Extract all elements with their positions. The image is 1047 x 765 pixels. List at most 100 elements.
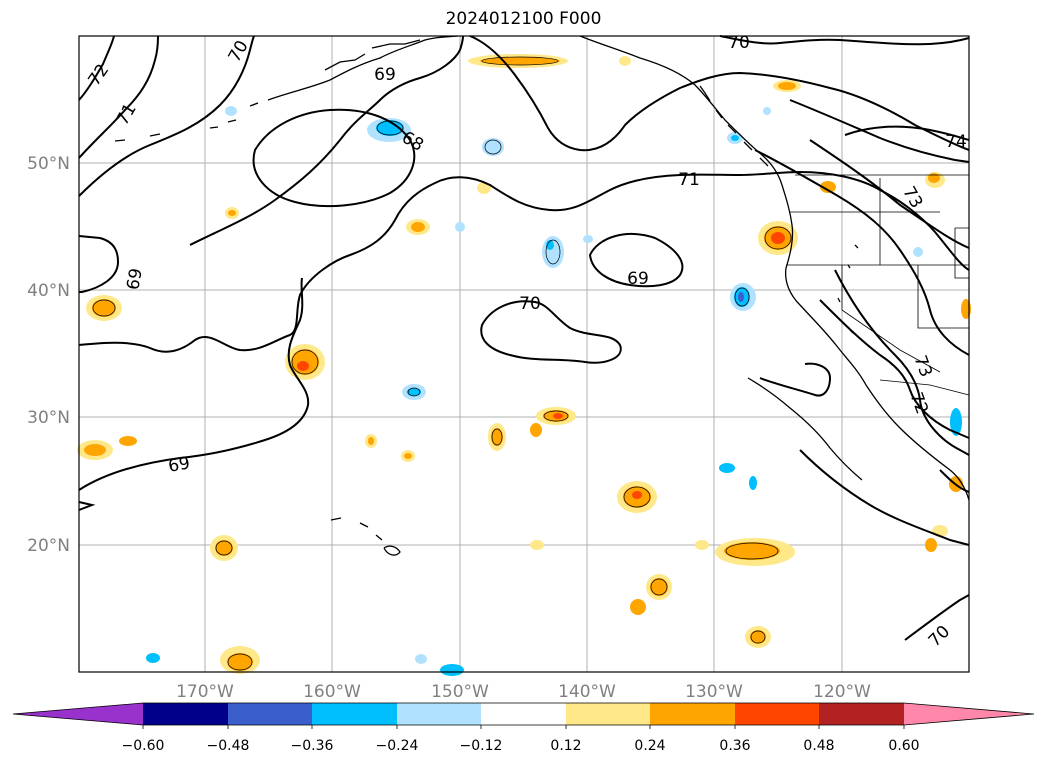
warm-patch-core xyxy=(404,453,412,459)
lon-label-150w: 150°W xyxy=(431,682,489,702)
cool-patch-peak xyxy=(738,292,744,302)
warm-patch-core xyxy=(530,423,542,437)
us-mexico-border xyxy=(879,379,970,396)
warm-patch-core xyxy=(92,299,116,317)
contour-70-se xyxy=(904,594,970,641)
warm-patch-core xyxy=(630,599,646,615)
contour-73-north xyxy=(789,99,970,163)
warm-patch-peak xyxy=(553,413,563,419)
lon-label-140w: 140°W xyxy=(558,682,616,702)
state-border-east xyxy=(954,227,969,279)
cool-patch xyxy=(913,247,923,257)
warm-patch-core xyxy=(820,181,836,193)
cool-patch-core xyxy=(749,476,757,490)
colorbar-tick-label: 0.12 xyxy=(550,738,581,754)
coastal-islands xyxy=(837,244,859,334)
coastlines xyxy=(114,35,970,556)
contour-70-ellipse xyxy=(480,300,622,364)
cool-patch-core xyxy=(440,664,464,676)
cool-patch xyxy=(415,654,427,664)
map-frame-bg xyxy=(79,36,969,672)
cool-patch xyxy=(542,236,564,268)
colorbar-segment xyxy=(312,703,397,725)
contour-70-central xyxy=(78,170,970,353)
contour-label: 70 xyxy=(519,294,541,314)
lon-label-120w: 120°W xyxy=(813,682,871,702)
contour-label: 69 xyxy=(123,267,146,292)
cool-patch xyxy=(583,235,593,243)
colorbar-tick-label: −0.36 xyxy=(291,738,334,754)
warm-patch-core xyxy=(724,542,780,560)
contour-73-south xyxy=(819,299,970,439)
colorbar-tick-label: −0.60 xyxy=(122,738,165,754)
lon-label-130w: 130°W xyxy=(685,682,743,702)
contour-label: 71 xyxy=(678,170,700,190)
warm-patch-core xyxy=(228,210,236,216)
contour-72 xyxy=(78,35,115,101)
colorbar-tick-label: −0.12 xyxy=(460,738,503,754)
colorbar-segment xyxy=(397,703,481,725)
warm-patch-core xyxy=(750,630,766,644)
cool-patch-core xyxy=(731,135,739,141)
colorbar-tick-label: 0.24 xyxy=(634,738,665,754)
colorbar-tick-label: 0.60 xyxy=(888,738,919,754)
warm-patch xyxy=(695,540,709,550)
warm-patch-core xyxy=(491,428,503,446)
cool-patch xyxy=(455,222,465,232)
warm-patch-core xyxy=(368,437,374,445)
political-borders xyxy=(786,174,970,396)
warm-patch-core xyxy=(925,538,937,552)
colorbar-extend-left xyxy=(13,703,143,725)
warm-patch-core xyxy=(650,578,668,596)
colorbar-segment xyxy=(650,703,735,725)
colorbar-segment xyxy=(481,703,566,725)
alaska-peninsula xyxy=(324,39,421,71)
contour-label: 70 xyxy=(728,33,750,53)
contour-70-north xyxy=(719,35,970,46)
colorbar-segment xyxy=(819,703,904,725)
warm-patch-core xyxy=(778,82,796,90)
warm-patch-core xyxy=(480,57,560,65)
latitude-labels: 50°N 40°N 30°N 20°N xyxy=(27,154,70,556)
contour-71-south xyxy=(799,449,970,546)
state-border-nv-ut xyxy=(917,265,969,329)
warm-patch-peak xyxy=(632,491,642,499)
contour-71-west xyxy=(78,35,159,159)
lon-label-170w: 170°W xyxy=(176,682,234,702)
contour-label: 74 xyxy=(945,132,967,152)
hawaiian-islands xyxy=(330,517,401,556)
cool-patch-core xyxy=(950,408,962,436)
lat-label-30n: 30°N xyxy=(27,408,70,428)
warm-patch-peak xyxy=(771,232,785,244)
longitude-labels: 170°W 160°W 150°W 140°W 130°W 120°W xyxy=(176,682,871,702)
warm-patch-core xyxy=(84,444,106,456)
baja-california-coast xyxy=(747,377,863,481)
contour-72-south xyxy=(834,269,970,456)
warm-patch xyxy=(477,182,491,194)
cool-patch-core xyxy=(407,388,421,396)
warm-patch-core xyxy=(928,173,940,183)
cool-patch-core xyxy=(719,463,735,473)
lon-label-160w: 160°W xyxy=(303,682,361,702)
contour-72-east xyxy=(754,149,970,356)
contour-fragment-sw xyxy=(78,501,96,511)
colorbar-segment xyxy=(143,703,228,725)
colorbar-tick-label: −0.24 xyxy=(376,738,419,754)
warm-patch-core xyxy=(119,436,137,446)
contour-baja xyxy=(759,362,832,397)
contour-label: 69 xyxy=(167,453,192,476)
aleutian-islands xyxy=(114,102,259,142)
colorbar: −0.60 −0.48 −0.36 −0.24 −0.12 0.12 0.24 … xyxy=(12,702,1035,754)
cool-patch-core xyxy=(376,120,404,136)
warm-patch-core xyxy=(215,540,233,556)
contour-69-70-central xyxy=(189,35,970,246)
colorbar-tick-label: −0.48 xyxy=(207,738,250,754)
state-border-ca-nv xyxy=(841,265,941,373)
warm-patch-core xyxy=(411,222,425,232)
cool-patch xyxy=(482,138,504,156)
colorbar-tick-label: 0.48 xyxy=(803,738,834,754)
map-frame xyxy=(78,35,970,673)
colorbar-segment xyxy=(228,703,312,725)
warm-patch-peak xyxy=(297,361,309,371)
